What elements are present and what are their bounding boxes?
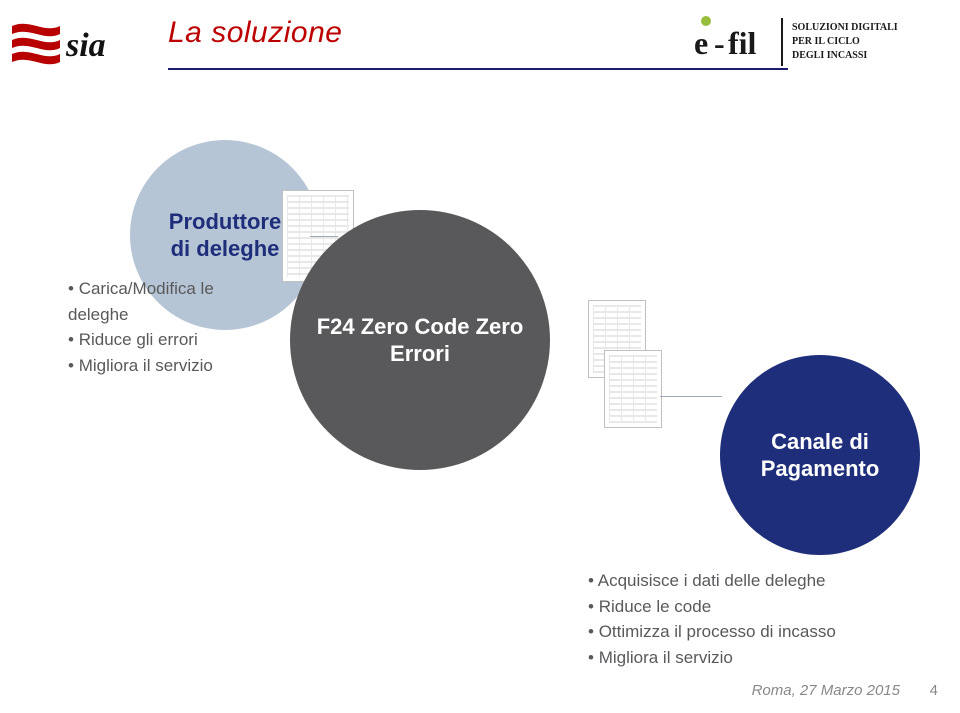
svg-text:fil: fil: [728, 25, 757, 61]
efil-tagline-2: PER IL CICLO: [792, 36, 860, 47]
list-item: Riduce gli errori: [68, 327, 268, 353]
list-item: Migliora il servizio: [68, 353, 268, 379]
circle-produttore-label: Produttore di deleghe: [169, 208, 281, 263]
circle-f24-line2: Errori: [390, 341, 450, 366]
list-item: Migliora il servizio: [588, 645, 908, 671]
form-thumbnail-2b: [604, 350, 662, 428]
list-item: Carica/Modifica le deleghe: [68, 276, 268, 327]
footer-date: Roma, 27 Marzo 2015: [752, 682, 900, 699]
efil-logo: e - fil SOLUZIONI DIGITALI PER IL CICLO …: [694, 12, 944, 72]
circle-f24-label: F24 Zero Code Zero Errori: [317, 313, 524, 368]
svg-text:-: -: [714, 25, 725, 61]
circle-canale: Canale di Pagamento: [720, 355, 920, 555]
left-bullets: Carica/Modifica le deleghe Riduce gli er…: [68, 276, 268, 378]
right-bullets: Acquisisce i dati delle deleghe Riduce l…: [588, 568, 908, 670]
circle-f24-line1: F24 Zero Code Zero: [317, 314, 524, 339]
circle-canale-line2: Pagamento: [761, 456, 880, 481]
connector-1: [310, 236, 338, 237]
slide-stage: sia La soluzione e - fil SOLUZIONI DIGIT…: [0, 0, 960, 713]
sia-logo: sia: [10, 16, 150, 68]
circle-produttore-line1: Produttore: [169, 209, 281, 234]
footer-page: 4: [930, 682, 938, 699]
header: sia La soluzione e - fil SOLUZIONI DIGIT…: [0, 0, 960, 90]
efil-tagline-1: SOLUZIONI DIGITALI: [792, 22, 898, 33]
circle-produttore-line2: di deleghe: [171, 236, 280, 261]
circle-f24: F24 Zero Code Zero Errori: [290, 210, 550, 470]
svg-text:sia: sia: [65, 27, 106, 64]
list-item: Acquisisce i dati delle deleghe: [588, 568, 908, 594]
svg-text:e: e: [694, 25, 708, 61]
list-item: Ottimizza il processo di incasso: [588, 619, 908, 645]
efil-tagline-3: DEGLI INCASSI: [792, 50, 867, 61]
connector-2: [660, 396, 722, 397]
list-item: Riduce le code: [588, 594, 908, 620]
circle-canale-line1: Canale di: [771, 429, 869, 454]
circle-canale-label: Canale di Pagamento: [761, 428, 880, 483]
slide-title: La soluzione: [168, 16, 342, 50]
